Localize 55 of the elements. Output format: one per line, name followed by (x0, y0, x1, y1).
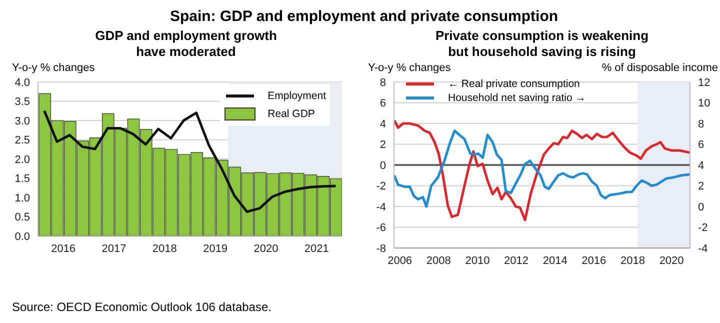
y-tick-label: -4 (376, 201, 386, 214)
legend-label: Real GDP (268, 108, 315, 120)
y-tick-label: 0 (380, 160, 386, 172)
y-tick-label: 3.0 (14, 115, 30, 128)
y-tick-label: 4.0 (14, 76, 30, 89)
line-series (394, 130, 690, 208)
x-tick-label: 2018 (152, 242, 177, 255)
y-tick-label: 1.5 (14, 173, 30, 186)
x-tick-label: 2016 (51, 242, 76, 255)
y-tick-label: 6 (380, 98, 386, 110)
legend-label: ← Real private consumption (448, 78, 580, 90)
y-tick-label: 8 (380, 76, 386, 89)
y-tick-label: 2.5 (14, 134, 30, 147)
y-tick-label: -8 (376, 242, 386, 255)
y-tick-label: 2.0 (14, 154, 30, 166)
chart-title: GDP and employment growth have moderated (94, 28, 278, 61)
line-series (394, 119, 690, 222)
x-tick-label: 2016 (582, 254, 606, 267)
x-tick-label: 2019 (203, 242, 228, 255)
y2-tick-label: 4 (698, 160, 704, 172)
y2-tick-label: 2 (698, 180, 704, 193)
y-tick-label: -6 (376, 222, 386, 234)
x-tick-label: 2021 (304, 242, 329, 255)
x-tick-label: 2010 (465, 254, 490, 267)
y-tick-label: 2 (380, 139, 386, 152)
chart-title: Private consumption is weakening but household saving is rising (434, 28, 650, 61)
x-tick-label: 2012 (504, 254, 529, 267)
y-tick-label: -2 (376, 180, 386, 193)
y2-tick-label: -2 (698, 222, 708, 234)
x-tick-label: 2008 (426, 254, 451, 267)
x-tick-label: 2020 (659, 254, 684, 267)
y-axis-title: Y-o-y % changes (12, 62, 95, 76)
y2-axis-title: % of disposable income (602, 62, 718, 76)
y-tick-label: 1.0 (14, 192, 30, 204)
legend-label: Employment (268, 90, 326, 102)
legend-label: Household net saving ratio → (448, 92, 586, 104)
y-tick-label: 4 (380, 118, 386, 130)
x-tick-label: 2020 (254, 242, 278, 255)
y2-tick-label: 0 (698, 201, 704, 214)
y2-tick-label: 8 (698, 118, 704, 130)
text: Spain: GDP and employment and private consumption (168, 8, 560, 27)
y2-tick-label: 6 (698, 139, 704, 152)
x-tick-label: 2014 (542, 254, 568, 267)
y-axis-title: Y-o-y % changes (368, 62, 451, 76)
y-tick-label: 0.5 (14, 212, 30, 224)
y2-tick-label: 10 (698, 98, 710, 110)
y2-tick-label: 12 (698, 76, 710, 89)
line-series (43, 110, 337, 213)
y-tick-label: 3.5 (14, 96, 30, 108)
x-tick-label: 2006 (388, 254, 412, 267)
x-tick-label: 2018 (620, 254, 645, 267)
y-tick-label: 0.0 (14, 230, 30, 243)
source-note: Source: OECD Economic Outlook 106 database. (11, 300, 272, 314)
x-tick-label: 2017 (102, 242, 126, 255)
y2-tick-label: -4 (698, 242, 708, 255)
